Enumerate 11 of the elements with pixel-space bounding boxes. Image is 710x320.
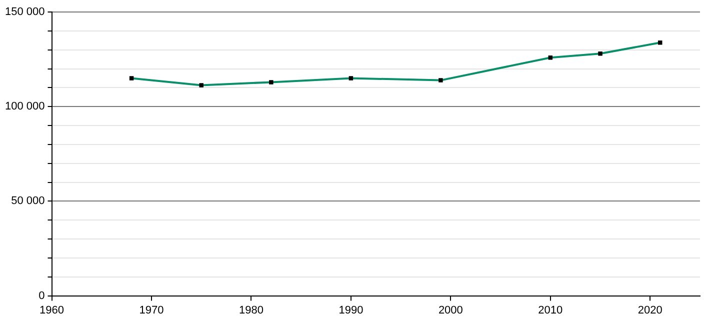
y-tick-label: 0: [38, 290, 45, 302]
x-tick-label: 2020: [638, 304, 662, 316]
x-tick-label: 2000: [438, 304, 463, 316]
x-tick-label: 1970: [139, 304, 164, 316]
x-tick-label: 1980: [238, 304, 264, 316]
x-tick-label: 2010: [538, 304, 563, 316]
x-tick-label: 1960: [40, 304, 64, 316]
y-tick-label: 150 000: [4, 6, 45, 18]
y-tick-label: 50 000: [11, 195, 45, 208]
y-tick-label: 100 000: [4, 100, 45, 113]
x-tick-label: 1990: [338, 304, 364, 316]
